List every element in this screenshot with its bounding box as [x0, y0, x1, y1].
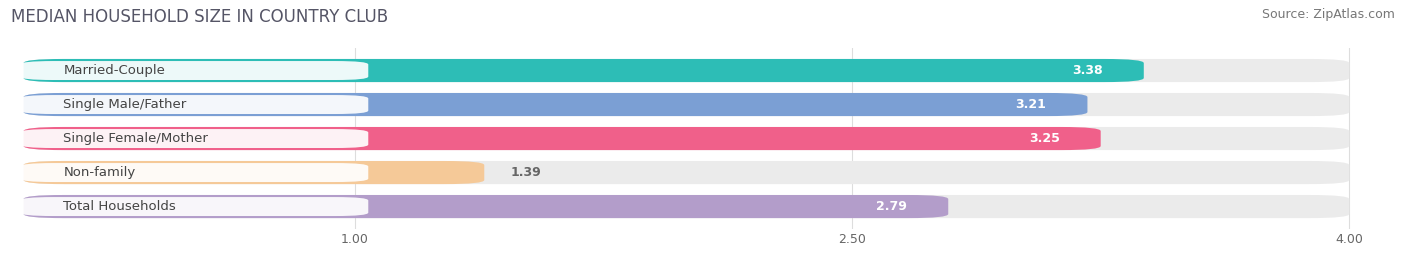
FancyBboxPatch shape: [24, 93, 1350, 116]
Text: Total Households: Total Households: [63, 200, 176, 213]
Text: 3.25: 3.25: [1029, 132, 1060, 145]
FancyBboxPatch shape: [20, 163, 368, 182]
FancyBboxPatch shape: [24, 161, 1350, 184]
FancyBboxPatch shape: [20, 197, 368, 216]
FancyBboxPatch shape: [998, 130, 1091, 147]
Text: Single Male/Father: Single Male/Father: [63, 98, 187, 111]
Text: 1.39: 1.39: [510, 166, 541, 179]
FancyBboxPatch shape: [20, 129, 368, 148]
FancyBboxPatch shape: [24, 195, 1350, 218]
FancyBboxPatch shape: [24, 59, 1144, 82]
FancyBboxPatch shape: [24, 195, 948, 218]
FancyBboxPatch shape: [24, 127, 1350, 150]
FancyBboxPatch shape: [20, 61, 368, 80]
FancyBboxPatch shape: [20, 95, 368, 114]
Text: Single Female/Mother: Single Female/Mother: [63, 132, 208, 145]
FancyBboxPatch shape: [845, 198, 938, 215]
FancyBboxPatch shape: [24, 59, 1350, 82]
FancyBboxPatch shape: [24, 161, 484, 184]
FancyBboxPatch shape: [24, 127, 1101, 150]
Text: MEDIAN HOUSEHOLD SIZE IN COUNTRY CLUB: MEDIAN HOUSEHOLD SIZE IN COUNTRY CLUB: [11, 8, 388, 26]
Text: Married-Couple: Married-Couple: [63, 64, 166, 77]
Text: Non-family: Non-family: [63, 166, 135, 179]
Text: 3.38: 3.38: [1073, 64, 1102, 77]
FancyBboxPatch shape: [24, 93, 1087, 116]
Text: 3.21: 3.21: [1015, 98, 1046, 111]
Text: Source: ZipAtlas.com: Source: ZipAtlas.com: [1261, 8, 1395, 21]
FancyBboxPatch shape: [984, 96, 1077, 113]
Text: 2.79: 2.79: [876, 200, 907, 213]
FancyBboxPatch shape: [1040, 62, 1133, 79]
